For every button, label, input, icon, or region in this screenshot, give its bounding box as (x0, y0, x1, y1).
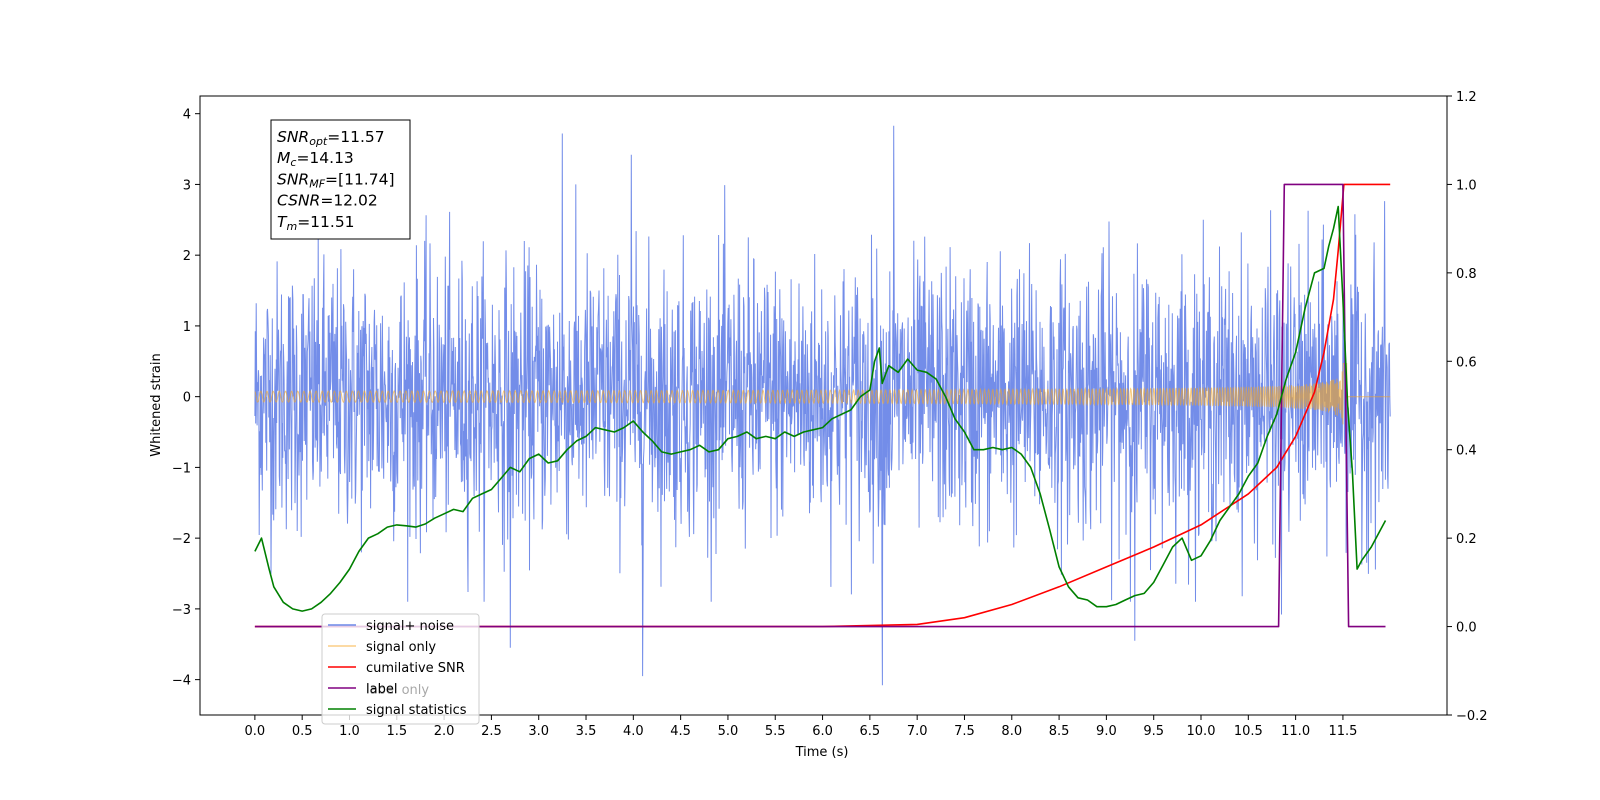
series-cumulative-snr (254, 183, 1391, 628)
plot-frame (199, 95, 1448, 716)
x-tick-label: 9.5 (1143, 724, 1164, 739)
legend-frame (321, 613, 480, 725)
info-box-line: Tm=11.51 (277, 213, 355, 233)
series-signal-noise (254, 125, 1391, 686)
x-tick-label: 8.0 (1001, 724, 1022, 739)
y-left-tick-label: −4 (172, 674, 191, 689)
x-tick-label: 9.0 (1096, 724, 1117, 739)
x-tick-label: 6.5 (860, 724, 881, 739)
legend: signal+ noise signal only cumilative SNR la… (321, 613, 480, 725)
y-left-tick-label: 4 (183, 108, 191, 123)
y-right-tick-label: 0.0 (1456, 621, 1477, 636)
x-tick-label: 3.0 (528, 724, 549, 739)
info-box-line: Mc=14.13 (277, 149, 354, 169)
x-tick-label: 6.0 (812, 724, 833, 739)
series-signal-statistics (254, 205, 1387, 612)
y-left-tick-label: 0 (183, 391, 191, 406)
y-right-tick-label: 1.0 (1456, 178, 1477, 193)
x-tick-label: 0.0 (245, 724, 266, 739)
x-tick-label: 7.5 (954, 724, 975, 739)
y-right-tick-label: 0.2 (1456, 532, 1477, 547)
y-axis-left: 4 3 2 1 0 −1 −2 −3 −4 (172, 108, 200, 689)
x-tick-label: 3.5 (576, 724, 597, 739)
x-tick-label: 7.0 (907, 724, 928, 739)
x-tick-label: 0.5 (292, 724, 313, 739)
y-left-tick-label: −1 (172, 461, 191, 476)
x-tick-label: 11.0 (1281, 724, 1310, 739)
info-box-line: CSNR=12.02 (277, 192, 378, 210)
series-signal-only (254, 363, 1391, 425)
x-tick-label: 4.0 (623, 724, 644, 739)
x-tick-label: 10.5 (1234, 724, 1263, 739)
y-right-tick-label: 0.6 (1456, 355, 1477, 370)
legend-label: cumilative SNR (366, 661, 465, 676)
x-tick-label: 1.0 (339, 724, 360, 739)
x-tick-label: 5.5 (765, 724, 786, 739)
x-tick-label: 8.5 (1049, 724, 1070, 739)
x-tick-label: 11.5 (1328, 724, 1357, 739)
series-label (254, 183, 1386, 628)
legend-label: label (366, 682, 397, 697)
x-tick-label: 5.0 (718, 724, 739, 739)
x-axis: 0.0 0.5 1.0 1.5 2.0 2.5 3.0 3.5 4.0 4.5 5.0 5.5 6.0 6… (245, 715, 1357, 739)
y-left-tick-label: 3 (183, 178, 191, 193)
y-left-tick-label: 1 (183, 320, 191, 335)
y-left-tick-label: −2 (172, 532, 191, 547)
info-box-line: SNRopt=11.57 (277, 128, 385, 148)
x-tick-label: 2.0 (434, 724, 455, 739)
legend-label: signal statistics (366, 703, 467, 718)
y-axis-left-title: Whitened strain (149, 353, 164, 456)
legend-label: signal only (366, 640, 436, 655)
legend-items: signal+ noise signal only cumilative SNR la… (328, 619, 467, 718)
info-box-line: SNRMF=[11.74] (277, 170, 395, 190)
y-right-tick-label: 1.2 (1456, 90, 1477, 105)
y-right-tick-label: −0.2 (1456, 709, 1488, 724)
info-box-frame (270, 119, 411, 240)
x-tick-label: 1.5 (386, 724, 407, 739)
y-right-tick-label: 0.4 (1456, 444, 1477, 459)
legend-overlap-label: label only (366, 683, 429, 698)
x-axis-title: Time (s) (795, 745, 849, 760)
y-left-tick-label: 2 (183, 249, 191, 264)
x-tick-label: 10.0 (1187, 724, 1216, 739)
y-left-tick-label: −3 (172, 603, 191, 618)
x-tick-label: 2.5 (481, 724, 502, 739)
x-tick-label: 4.5 (670, 724, 691, 739)
y-right-tick-label: 0.8 (1456, 267, 1477, 282)
y-axis-right: 1.2 1.0 0.8 0.6 0.4 0.2 0.0 −0.2 (1447, 90, 1488, 724)
legend-label: signal+ noise (366, 619, 454, 634)
plot-series (254, 125, 1391, 686)
